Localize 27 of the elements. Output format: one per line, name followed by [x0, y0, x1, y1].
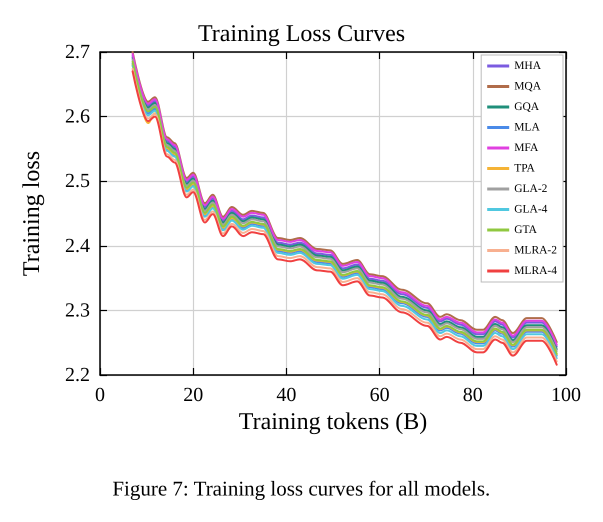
legend-label: MFA	[514, 142, 539, 154]
x-axis-title: Training tokens (B)	[238, 408, 428, 435]
y-tick-label: 2.4	[65, 234, 90, 257]
legend-label: MLRA-4	[514, 265, 558, 277]
legend-label: TPA	[514, 162, 536, 174]
legend-label: GQA	[514, 101, 540, 113]
legend-label: MHA	[514, 60, 542, 72]
legend-label: GLA-2	[514, 183, 548, 195]
x-tick-label: 20	[183, 384, 204, 406]
chart-title: Training Loss Curves	[198, 21, 406, 47]
x-tick-label: 40	[276, 384, 296, 406]
legend-label: GLA-4	[514, 204, 548, 216]
y-tick-label: 2.2	[65, 364, 90, 386]
legend-label: GTA	[514, 224, 538, 236]
legend-label: MLA	[514, 122, 540, 134]
x-tick-label: 100	[551, 384, 581, 406]
legend-label: MQA	[514, 80, 542, 92]
x-tick-label: 0	[95, 384, 105, 406]
x-tick-label: 80	[462, 384, 483, 406]
y-tick-label: 2.3	[65, 299, 90, 322]
y-tick-label: 2.7	[65, 41, 90, 63]
legend-label: MLRA-2	[514, 244, 558, 256]
y-axis-title: Training loss	[19, 150, 45, 276]
x-tick-label: 60	[370, 384, 390, 406]
caption: Figure 7: Training loss curves for all models.	[112, 476, 490, 500]
y-tick-label: 2.5	[65, 170, 90, 192]
y-tick-label: 2.6	[65, 106, 90, 128]
